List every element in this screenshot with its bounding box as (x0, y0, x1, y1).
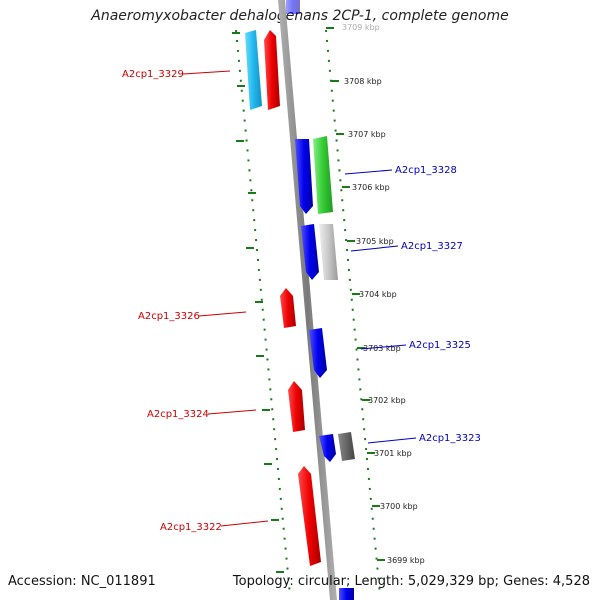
gene-label-3329[interactable]: A2cp1_3329 (122, 69, 184, 80)
tick-label: 3700 kbp (380, 502, 418, 511)
gene-arrow-blue-3323 (319, 434, 336, 462)
gene-arrow-gray (319, 224, 338, 280)
guide-ticks (232, 27, 385, 573)
accession-text: Accession: NC_011891 (8, 574, 156, 589)
gene-arrow-blue-3325 (309, 328, 327, 378)
map-title: Anaeromyxobacter dehalogenans 2CP-1, com… (91, 8, 509, 24)
gene-arrow-darkgray (338, 432, 355, 461)
gene-label-3323[interactable]: A2cp1_3323 (419, 433, 481, 444)
genome-backbone (278, 0, 354, 600)
tick-label: 3707 kbp (348, 130, 386, 139)
gene-arrow-blue-3327 (301, 224, 319, 280)
gene-label-3322[interactable]: A2cp1_3322 (160, 522, 222, 533)
tick-label: 3702 kbp (368, 396, 406, 405)
tick-label: 3699 kbp (387, 556, 425, 565)
genome-info-text: Topology: circular; Length: 5,029,329 bp… (232, 574, 590, 589)
label-leaders (182, 70, 417, 527)
tick-label: 3704 kbp (359, 290, 397, 299)
tick-label: 3708 kbp (344, 77, 382, 86)
tick-label: 3703 kbp (363, 344, 401, 353)
gene-features (245, 30, 355, 566)
backbone-top-gene (286, 0, 300, 14)
gene-arrow-green (313, 136, 333, 214)
tick-label: 3701 kbp (374, 449, 412, 458)
tick-labels: 3709 kbp 3708 kbp 3707 kbp 3706 kbp 3705… (342, 23, 425, 565)
right-guide-line (325, 29, 381, 596)
tick-label: 3706 kbp (352, 183, 390, 192)
gene-arrow-red-3322 (298, 466, 321, 566)
gene-label-3326[interactable]: A2cp1_3326 (138, 311, 200, 322)
tick-label: 3709 kbp (342, 23, 380, 32)
gene-arrow-cyan (245, 30, 262, 110)
gene-arrow-red-3326 (280, 288, 296, 328)
gene-label-3325[interactable]: A2cp1_3325 (409, 340, 471, 351)
gene-arrow-red-3324 (288, 381, 305, 432)
backbone-bottom-gene (339, 588, 354, 600)
gene-label-3328[interactable]: A2cp1_3328 (395, 165, 457, 176)
gene-label-3324[interactable]: A2cp1_3324 (147, 409, 209, 420)
gene-arrow-blue-3328 (295, 139, 313, 214)
tick-label: 3705 kbp (356, 237, 394, 246)
gene-label-3327[interactable]: A2cp1_3327 (401, 241, 463, 252)
gene-arrow-red-3329 (264, 30, 280, 110)
gene-labels: A2cp1_3329 A2cp1_3328 A2cp1_3327 A2cp1_3… (122, 69, 481, 533)
